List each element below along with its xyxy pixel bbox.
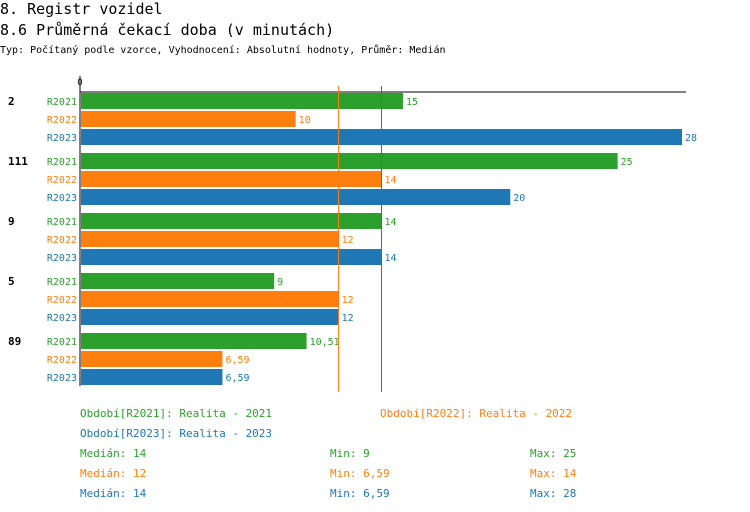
series-label: R2021 xyxy=(47,217,77,228)
series-label: R2023 xyxy=(47,373,77,384)
legend-r2023: Období[R2023]: Realita - 2023 xyxy=(80,427,273,440)
data-label: 12 xyxy=(342,313,354,324)
data-label: 14 xyxy=(385,175,397,186)
series-label: R2022 xyxy=(47,115,77,126)
bar xyxy=(81,291,339,307)
category-label: 89 xyxy=(8,335,21,348)
category-label: 111 xyxy=(8,155,28,168)
bar xyxy=(81,231,339,247)
bar xyxy=(81,309,339,325)
series-label: R2022 xyxy=(47,355,77,366)
chart-title: 8.6 Průměrná čekací doba (v minutách) xyxy=(0,21,335,39)
bar xyxy=(81,249,382,265)
bar xyxy=(81,333,307,349)
data-label: 14 xyxy=(385,253,397,264)
bar-chart: 0 2 R2021 15 R2022 10 R2023 28 111 R2021 25 R2022 14… xyxy=(8,76,697,392)
stat-median-r2021: Medián: 14 xyxy=(80,447,147,460)
stat-median-r2023: Medián: 14 xyxy=(80,487,147,500)
stat-min-r2021: Min: 9 xyxy=(330,447,370,460)
series-label: R2023 xyxy=(47,133,77,144)
type-info: Typ: Počítaný podle vzorce, Vyhodnocení:… xyxy=(0,45,446,56)
series-label: R2021 xyxy=(47,97,77,108)
stat-max-r2023: Max: 28 xyxy=(530,487,577,500)
series-label: R2022 xyxy=(47,295,77,306)
series-label: R2021 xyxy=(47,157,77,168)
stat-median-r2022: Medián: 12 xyxy=(80,467,147,480)
bar xyxy=(81,273,275,289)
bar xyxy=(81,153,618,169)
data-label: 10 xyxy=(299,115,311,126)
series-label: R2021 xyxy=(47,337,77,348)
data-label: 12 xyxy=(342,295,354,306)
stat-min-r2022: Min: 6,59 xyxy=(330,467,390,480)
bar xyxy=(81,369,223,385)
bar xyxy=(81,189,511,205)
data-label: 10,51 xyxy=(310,337,340,348)
data-label: 9 xyxy=(277,277,283,288)
section-title: 8. Registr vozidel xyxy=(0,0,163,18)
bar xyxy=(81,111,296,127)
data-label: 20 xyxy=(513,193,525,204)
data-label: 15 xyxy=(406,97,418,108)
legend-r2022: Období[R2022]: Realita - 2022 xyxy=(380,407,573,420)
series-label: R2022 xyxy=(47,175,77,186)
data-label: 28 xyxy=(685,133,697,144)
data-label: 14 xyxy=(385,217,397,228)
category-label: 2 xyxy=(8,95,15,108)
data-label: 12 xyxy=(342,235,354,246)
data-label: 6,59 xyxy=(225,373,249,384)
bar xyxy=(81,93,403,109)
series-label: R2023 xyxy=(47,193,77,204)
stat-max-r2022: Max: 14 xyxy=(530,467,577,480)
series-label: R2023 xyxy=(47,253,77,264)
category-label: 5 xyxy=(8,275,15,288)
bar xyxy=(81,213,382,229)
series-label: R2022 xyxy=(47,235,77,246)
stat-min-r2023: Min: 6,59 xyxy=(330,487,390,500)
category-label: 9 xyxy=(8,215,15,228)
bar xyxy=(81,351,223,367)
bar xyxy=(81,171,382,187)
series-label: R2023 xyxy=(47,313,77,324)
series-label: R2021 xyxy=(47,277,77,288)
legend-r2021: Období[R2021]: Realita - 2021 xyxy=(80,407,273,420)
data-label: 25 xyxy=(621,157,633,168)
stat-max-r2021: Max: 25 xyxy=(530,447,577,460)
data-label: 6,59 xyxy=(225,355,249,366)
x-tick-label: 0 xyxy=(77,78,82,88)
